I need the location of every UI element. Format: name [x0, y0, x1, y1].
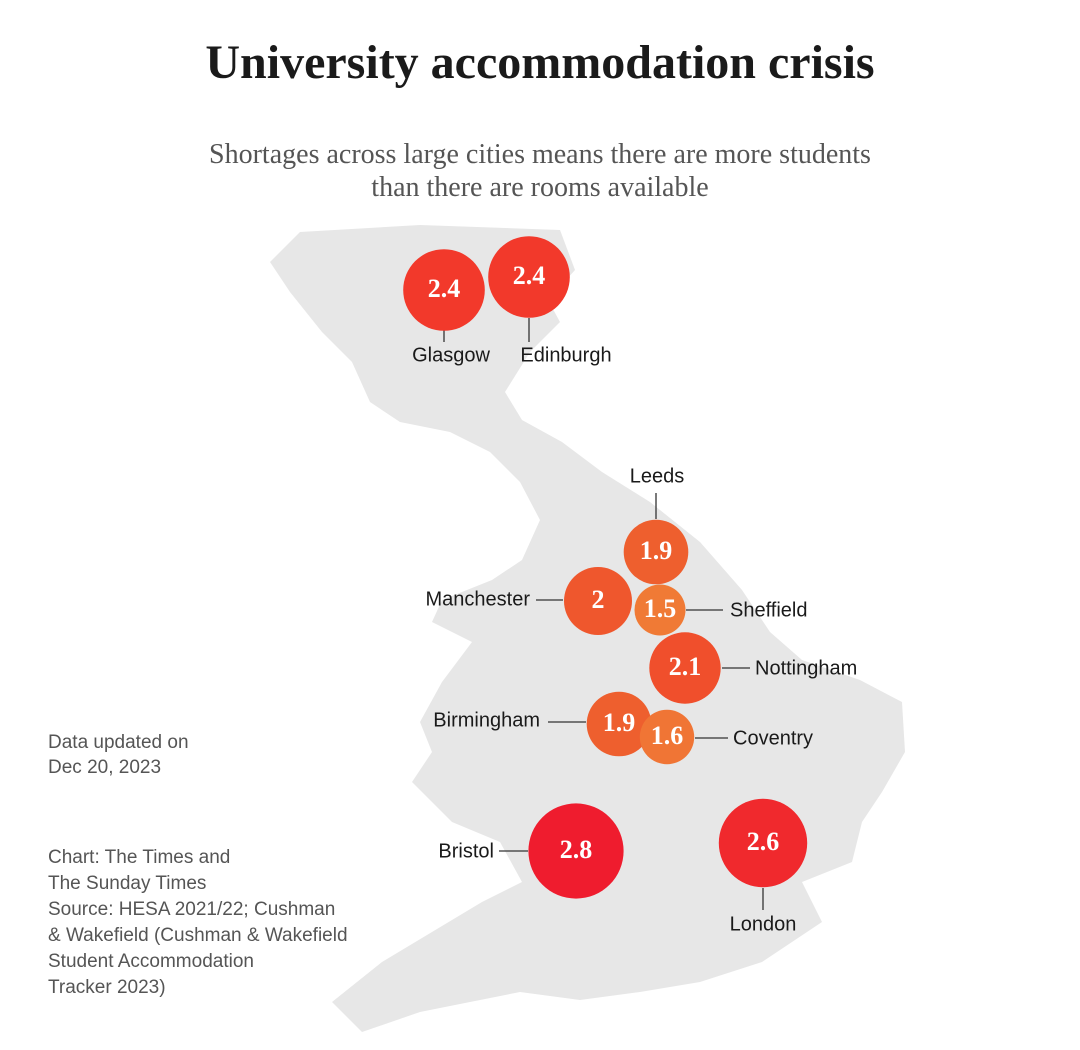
credit-note: Chart: The Times and: [48, 847, 230, 868]
bubble: [586, 691, 652, 757]
city-label: Edinburgh: [520, 344, 611, 366]
city-label: Nottingham: [755, 657, 857, 679]
bubble-value: 1.6: [651, 721, 684, 750]
title: University accommodation crisis: [205, 36, 874, 89]
bubble: [403, 249, 485, 331]
city-label: Glasgow: [412, 344, 490, 366]
bubble-value: 2.6: [747, 827, 780, 856]
bubble-value: 2.4: [428, 274, 461, 303]
update-note: Dec 20, 2023: [48, 757, 161, 778]
credit-note: & Wakefield (Cushman & Wakefield: [48, 925, 348, 946]
credit-note: Student Accommodation: [48, 951, 254, 972]
bubble-value: 1.9: [603, 708, 636, 737]
bubble-value: 2.8: [560, 835, 593, 864]
credit-note: Tracker 2023): [48, 977, 166, 998]
city-label: Coventry: [733, 727, 813, 749]
bubble: [564, 567, 632, 635]
bubble: [639, 709, 695, 765]
bubble: [634, 584, 686, 636]
bubble-value: 2: [592, 585, 605, 614]
bubble: [718, 798, 808, 888]
city-label: Leeds: [630, 465, 685, 487]
update-note: Data updated on: [48, 732, 189, 753]
bubble-value: 2.4: [513, 261, 546, 290]
city-label: London: [730, 913, 797, 935]
subtitle: Shortages across large cities means ther…: [209, 139, 871, 203]
bubble: [528, 803, 624, 899]
bubble-value: 1.9: [640, 536, 673, 565]
city-label: Birmingham: [433, 709, 540, 731]
bubble: [488, 236, 570, 318]
bubble: [623, 519, 689, 585]
bubble-value: 2.1: [669, 652, 702, 681]
city-label: Bristol: [438, 840, 494, 862]
credit-note: The Sunday Times: [48, 873, 206, 894]
city-label: Manchester: [426, 588, 531, 610]
bubble-value: 1.5: [644, 594, 677, 623]
bubble: [649, 632, 721, 704]
credit-note: Source: HESA 2021/22; Cushman: [48, 899, 335, 920]
city-label: Sheffield: [730, 599, 807, 621]
